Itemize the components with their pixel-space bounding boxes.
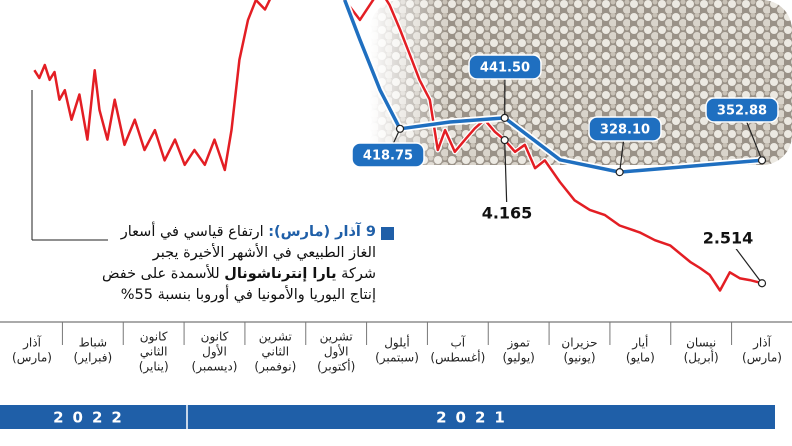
value-label: 4.165 [482,204,533,223]
annotation-text: يارا إنترناشونال [224,266,337,282]
note-marker [381,227,394,240]
annotation-line: 9 آذار (مارس): ارتفاع قياسي في أسعار [110,222,376,243]
annotation-text: ارتفاع قياسي في أسعار [120,224,269,240]
x-tick-label: (أبريل) [684,350,719,366]
data-point [500,135,509,145]
year-bar [0,405,775,429]
x-tick-label: (ديسمبر) [192,360,238,375]
annotation-text: 9 آذار (مارس): [268,224,376,240]
x-tick-label: (يونيو) [563,351,595,366]
value-label-bg [698,227,758,249]
x-tick-label: تشرين [320,330,353,345]
annotation-line: شركة يارا إنترناشونال للأسمدة على خفض [102,264,376,285]
x-tick-label: تموز [507,336,530,351]
value-label: 328.10 [600,123,650,138]
data-point [395,124,405,133]
x-tick-label: آذار [752,335,771,351]
value-label-box [351,142,425,168]
x-tick-label: (يوليو) [502,351,534,366]
annotation: 9 آذار (مارس): ارتفاع قياسي في أسعار الغا… [102,222,376,306]
value-label-box [468,54,542,80]
data-point [500,113,509,123]
value-label-bg [477,202,537,224]
x-tick-label: (سبتمبر) [375,351,419,366]
x-tick-label: (مارس) [742,351,782,366]
x-tick-label: آذار [22,335,41,351]
year-label: 2021 [436,409,514,427]
x-tick-label: (أغسطس) [430,350,485,366]
x-tick-label: (أكتوبر) [317,359,355,375]
value-label: 441.50 [480,61,530,76]
value-label-box [705,97,779,123]
data-point [757,279,767,288]
x-tick-label: (مارس) [12,351,52,366]
x-tick-label: آب [451,335,466,350]
x-tick-label: نيسان [686,336,716,350]
x-tick-label: (نوفمبر) [254,360,296,375]
x-tick-label: الأول [202,344,227,360]
data-point [615,168,624,177]
x-tick-label: حزيران [561,336,597,351]
annotation-text: للأسمدة على خفض [101,266,225,282]
data-line [343,0,763,174]
annotation-line: إنتاج اليوريا والأمونيا في أوروبا بنسبة … [110,285,376,306]
annotation-line: الغاز الطبيعي في الأشهر الأخيرة يجبر [110,243,376,264]
value-label: 418.75 [363,149,413,164]
value-label: 2.514 [703,229,754,248]
label-connector [504,140,508,214]
annotation-text: الغاز الطبيعي في الأشهر الأخيرة يجبر [152,245,376,261]
data-line [33,0,763,292]
x-tick-label: (يناير) [139,360,169,375]
plot [32,0,763,293]
year-label: 2022 [53,409,131,427]
x-tick-label: تشرين [259,330,292,345]
x-tick-label: الأول [324,344,349,360]
value-label: 352.88 [717,104,767,119]
x-tick-label: أيار [631,335,648,351]
x-tick-label: الثاني [262,345,290,359]
x-tick-label: شباط [79,336,107,350]
annotation-text: إنتاج اليوريا والأمونيا في أوروبا بنسبة … [120,287,376,303]
annotation-text: شركة [336,266,376,282]
value-label-box [588,116,662,142]
photo [370,0,792,165]
x-tick-label: كانون [140,330,168,345]
x-tick-label: كانون [201,330,229,345]
x-tick-label: (مايو) [626,351,655,366]
x-tick-label: الثاني [140,345,168,359]
data-point [757,156,767,165]
x-tick-label: (فبراير) [74,351,113,366]
x-tick-label: أيلول [384,335,410,351]
